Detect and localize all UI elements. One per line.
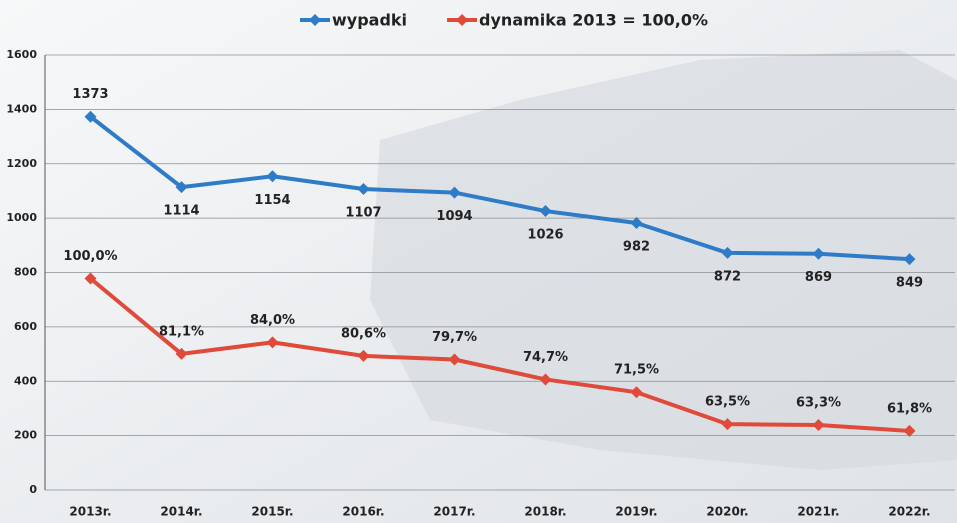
- y-tick-label: 1000: [6, 211, 37, 224]
- point: [539, 205, 552, 218]
- point: [175, 347, 188, 360]
- point: [84, 272, 97, 285]
- x-tick-label: 2015r.: [251, 505, 293, 519]
- series-line: [89, 115, 910, 262]
- y-tick-label: 1400: [6, 102, 37, 115]
- point: [630, 217, 643, 230]
- point: [357, 183, 370, 196]
- legend-marker: [309, 14, 321, 26]
- data-label: 61,8%: [887, 401, 932, 416]
- point: [903, 253, 916, 266]
- data-label: 74,7%: [523, 350, 568, 365]
- y-tick-label: 400: [14, 374, 37, 387]
- point: [448, 353, 461, 366]
- data-label: 1154: [254, 193, 290, 208]
- point: [812, 247, 825, 260]
- data-label: 869: [805, 270, 832, 285]
- point: [266, 170, 279, 183]
- x-tick-label: 2014r.: [160, 505, 202, 519]
- data-label: 1094: [436, 209, 472, 224]
- point: [84, 110, 97, 123]
- y-tick-label: 1600: [6, 48, 37, 61]
- data-label: 63,5%: [705, 395, 750, 410]
- point: [266, 336, 279, 349]
- x-tick-label: 2020r.: [706, 505, 748, 519]
- data-label: 71,5%: [614, 363, 659, 378]
- point: [721, 246, 734, 259]
- y-tick-label: 1200: [6, 157, 37, 170]
- y-tick-label: 800: [14, 266, 37, 279]
- data-label: 81,1%: [159, 324, 204, 339]
- data-label: 80,6%: [341, 326, 386, 341]
- data-label: 63,3%: [796, 395, 841, 410]
- legend-marker: [456, 14, 469, 26]
- point: [539, 373, 552, 386]
- data-label: 1026: [527, 228, 563, 243]
- x-tick-label: 2022r.: [888, 505, 930, 519]
- x-tick-label: 2013r.: [69, 505, 111, 519]
- point: [175, 181, 188, 194]
- x-tick-label: 2021r.: [797, 505, 839, 519]
- data-label: 849: [896, 276, 923, 291]
- y-tick-label: 0: [29, 483, 37, 496]
- point: [812, 418, 825, 431]
- data-label: 100,0%: [63, 249, 117, 264]
- x-tick-label: 2016r.: [342, 505, 384, 519]
- y-tick-label: 600: [14, 320, 37, 333]
- point: [721, 418, 734, 431]
- point: [903, 424, 916, 437]
- x-tick-label: 2018r.: [524, 505, 566, 519]
- legend: wypadki dynamika 2013 = 100,0%: [300, 11, 708, 30]
- data-label: 1373: [72, 87, 108, 102]
- data-label: 1107: [345, 206, 381, 221]
- data-label: 79,7%: [432, 330, 477, 345]
- data-label: 872: [714, 269, 741, 284]
- y-tick-label: 200: [14, 429, 37, 442]
- point: [357, 349, 370, 362]
- legend-label: dynamika 2013 = 100,0%: [479, 11, 708, 30]
- data-label: 84,0%: [250, 313, 295, 328]
- x-tick-label: 2019r.: [615, 505, 657, 519]
- x-tick-label: 2017r.: [433, 505, 475, 519]
- point: [630, 386, 643, 399]
- legend-label: wypadki: [332, 11, 407, 30]
- data-label: 982: [623, 240, 650, 255]
- point: [448, 186, 461, 199]
- series-line: [89, 276, 910, 433]
- map-shape: [370, 50, 957, 470]
- data-label: 1114: [163, 204, 199, 219]
